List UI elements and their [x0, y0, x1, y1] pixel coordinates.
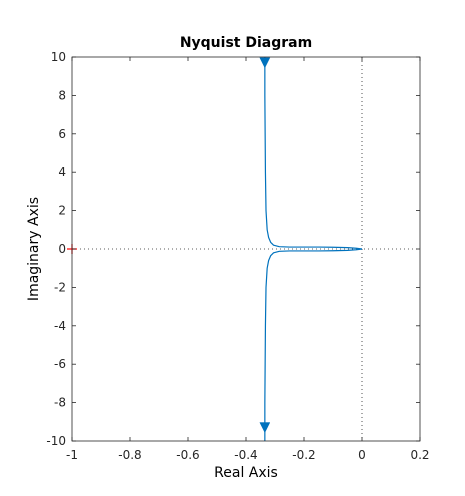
x-tick-label: -0.6 — [176, 448, 199, 462]
y-tick-label: 4 — [58, 165, 66, 179]
y-axis-label: Imaginary Axis — [26, 197, 42, 301]
y-tick-label: 6 — [58, 127, 66, 141]
x-axis-label: Real Axis — [214, 465, 278, 481]
nyquist-curves — [264, 57, 363, 441]
y-tick-label: -4 — [54, 319, 66, 333]
x-tick-label: 0.2 — [410, 448, 429, 462]
curve-negative-frequency — [264, 248, 363, 441]
x-ticks: -1 -0.8 -0.6 -0.4 -0.2 0 0.2 — [66, 57, 430, 462]
chart-title: Nyquist Diagram — [180, 35, 312, 51]
arrow-2 — [259, 422, 271, 434]
y-tick-label: -6 — [54, 357, 66, 371]
y-ticks: -10 -8 -6 -4 -2 0 2 4 6 8 10 — [46, 50, 420, 448]
x-tick-label: -0.2 — [292, 448, 315, 462]
y-tick-label: 2 — [58, 204, 66, 218]
y-tick-label: -10 — [46, 434, 66, 448]
x-tick-label: 0 — [358, 448, 366, 462]
x-tick-label: -1 — [66, 448, 78, 462]
y-tick-label: 8 — [58, 88, 66, 102]
y-tick-label: -2 — [54, 280, 66, 294]
y-tick-label: 10 — [51, 50, 66, 64]
x-tick-label: -0.4 — [234, 448, 257, 462]
y-tick-label: -8 — [54, 396, 66, 410]
curve-positive-frequency — [264, 57, 363, 250]
y-tick-label: 0 — [58, 242, 66, 256]
arrow-1 — [259, 57, 271, 69]
x-tick-label: -0.8 — [118, 448, 141, 462]
direction-arrows — [259, 57, 271, 434]
